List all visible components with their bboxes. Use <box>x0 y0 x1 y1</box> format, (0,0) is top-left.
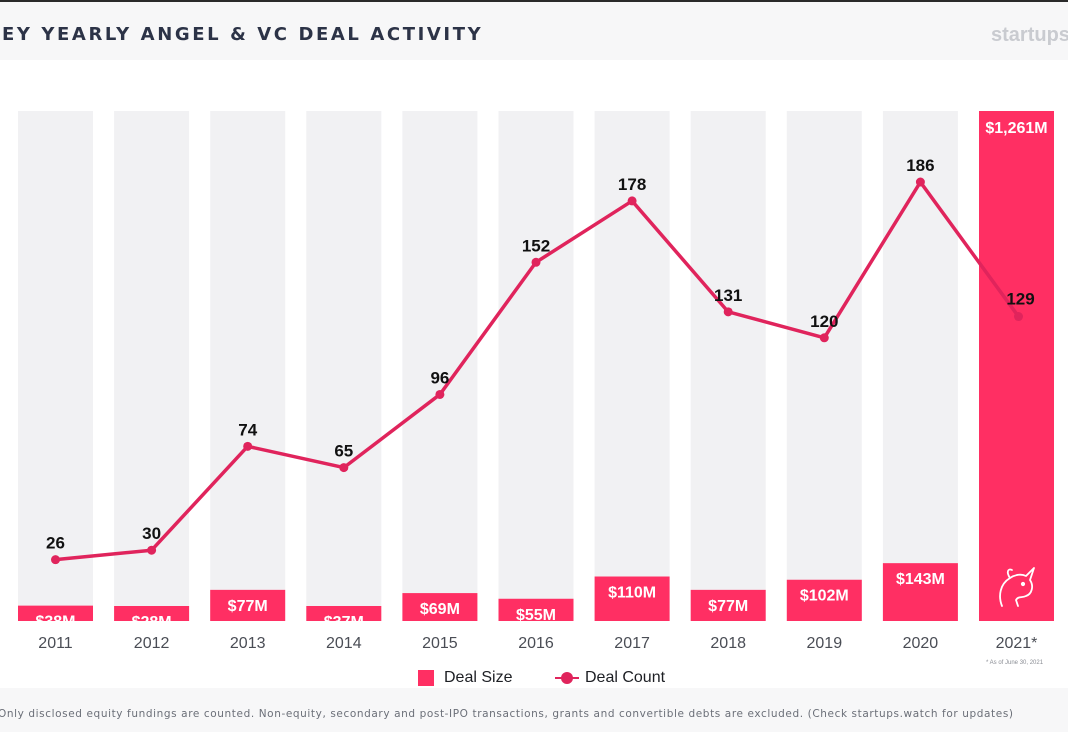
legend-deal-size: Deal Size <box>418 668 512 688</box>
deal-count-point <box>339 463 349 473</box>
column-bg <box>402 111 478 621</box>
deal-size-bar <box>594 576 670 621</box>
deal-count-label: 26 <box>46 534 65 553</box>
column-bg <box>210 111 286 621</box>
deal-count-label: 186 <box>906 156 934 175</box>
deal-size-label: $55M <box>516 607 556 624</box>
deal-count-point <box>435 389 445 399</box>
x-tick-label: 2017 <box>614 635 650 652</box>
deal-size-label: $102M <box>800 588 849 605</box>
column-bg <box>498 111 574 621</box>
deal-count-point <box>627 196 637 206</box>
x-tick-label: 2019 <box>807 635 843 652</box>
deal-size-bar <box>979 111 1054 621</box>
x-tick-label: 2013 <box>230 635 266 652</box>
deal-count-label: 120 <box>810 312 838 331</box>
brand-logo: startups <box>991 24 1068 46</box>
deal-size-bar <box>402 593 478 621</box>
legend-label-deal-count: Deal Count <box>585 669 666 686</box>
deal-size-bar <box>498 598 574 621</box>
deal-size-label: $38M <box>35 614 75 631</box>
x-tick-label: 2016 <box>518 635 554 652</box>
deal-size-bar <box>690 589 766 621</box>
footer: Only disclosed equity fundings are count… <box>0 688 1068 732</box>
legend-label-deal-size: Deal Size <box>444 669 513 686</box>
deal-count-point <box>915 177 925 187</box>
column-bg <box>306 111 382 621</box>
column-bg <box>594 111 670 621</box>
deal-size-label: $28M <box>132 614 172 631</box>
deal-count-label: 30 <box>142 524 161 543</box>
x-tick-label: 2012 <box>134 635 170 652</box>
deal-count-label: 65 <box>334 442 353 461</box>
legend-deal-count: Deal Count <box>555 668 665 688</box>
deal-size-bar <box>210 589 286 621</box>
deal-count-label: 178 <box>618 175 646 194</box>
x-tick-label: 2014 <box>326 635 362 652</box>
deal-size-label: $143M <box>896 571 945 588</box>
x-tick-label: 2015 <box>422 635 458 652</box>
x-tick-label: 2011 <box>38 635 73 652</box>
x-tick-label: 2021* <box>996 635 1038 652</box>
x-tick-label: 2020 <box>903 635 939 652</box>
legend-marker-deal-count <box>555 670 579 686</box>
unicorn-icon <box>999 567 1035 607</box>
footnote: Only disclosed equity fundings are count… <box>0 708 1014 720</box>
deal-size-label: $37M <box>324 614 364 631</box>
deal-size-label: $77M <box>708 598 748 615</box>
deal-count-point <box>243 441 253 451</box>
deal-size-label: $1,261M <box>985 120 1047 137</box>
deal-size-bar <box>786 579 862 621</box>
deal-count-label: 152 <box>522 236 550 255</box>
column-bg <box>114 111 190 621</box>
deal-count-label: 96 <box>430 368 449 387</box>
chart-header: EY YEARLY ANGEL & VC DEAL ACTIVITY start… <box>0 2 1068 60</box>
column-bg <box>882 111 958 621</box>
deal-count-point <box>819 333 829 343</box>
column-bg <box>18 111 93 621</box>
top-rule <box>0 0 1068 2</box>
deal-count-point <box>147 545 157 555</box>
deal-size-bar <box>114 606 190 621</box>
deal-size-bar <box>306 606 382 621</box>
deal-count-point <box>1014 312 1023 322</box>
deal-count-label: 74 <box>238 420 257 439</box>
column-bg <box>786 111 862 621</box>
deal-size-bar <box>882 563 958 621</box>
as-of-note: * As of June 30, 2021 <box>986 660 1044 666</box>
deal-count-point <box>531 257 541 267</box>
deal-size-bar <box>18 605 93 621</box>
deal-count-point <box>51 555 60 565</box>
column-bg <box>690 111 766 621</box>
deal-count-label: 129 <box>1006 290 1034 309</box>
x-tick-label: 2018 <box>710 635 746 652</box>
deal-size-label: $110M <box>608 585 656 602</box>
chart-title: EY YEARLY ANGEL & VC DEAL ACTIVITY <box>2 24 484 45</box>
deal-count-label: 131 <box>714 286 742 305</box>
legend-swatch-deal-size <box>418 670 434 686</box>
deal-count-point <box>723 307 733 317</box>
deal-size-label: $69M <box>420 601 460 618</box>
deal-size-label: $77M <box>228 598 268 615</box>
